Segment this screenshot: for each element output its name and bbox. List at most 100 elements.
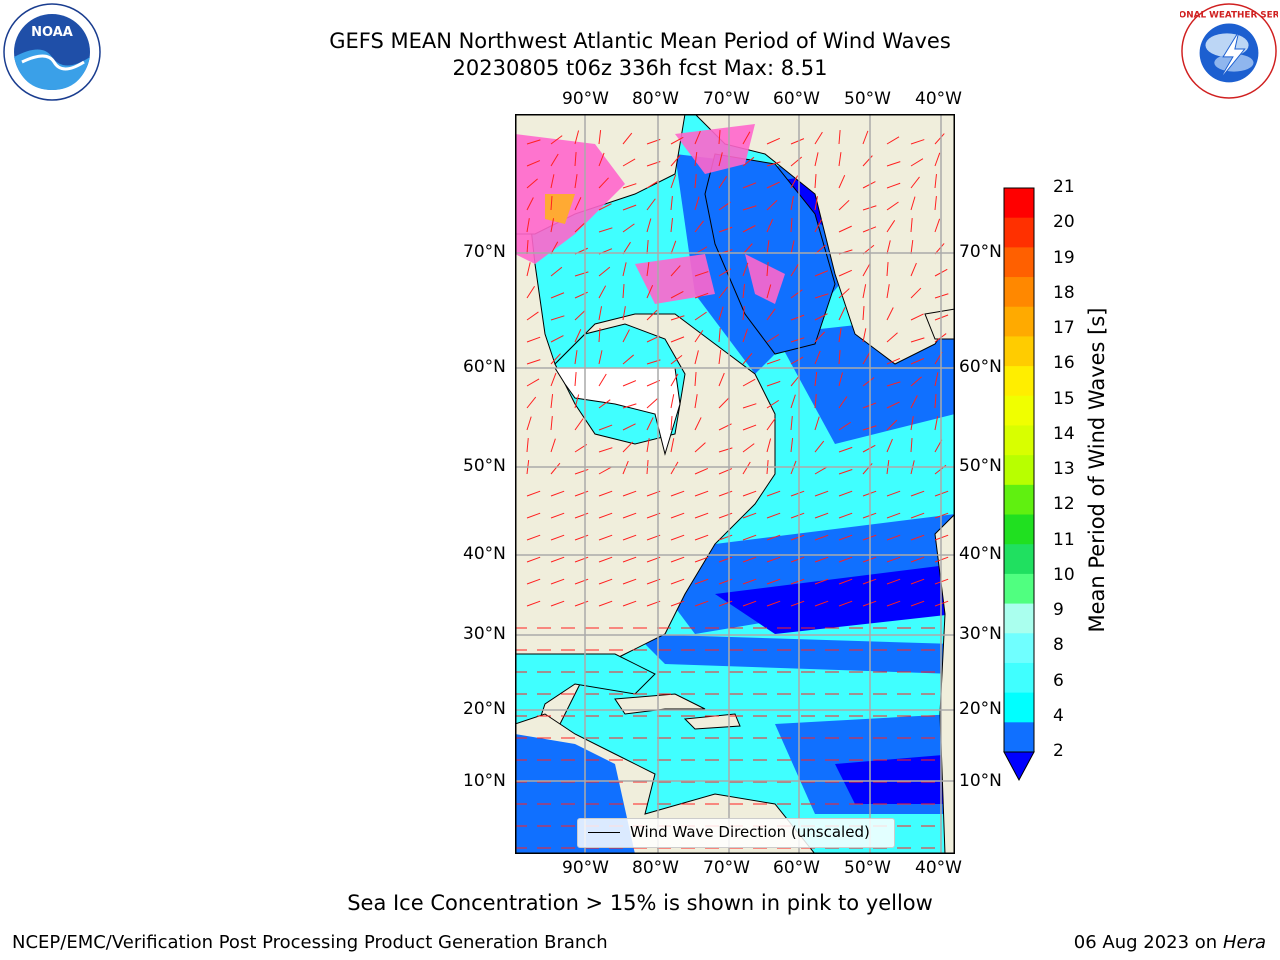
wave-arrow xyxy=(526,197,534,211)
wave-arrow xyxy=(838,288,850,299)
wave-arrow xyxy=(742,600,757,607)
wave-arrow xyxy=(550,174,555,189)
wave-arrow xyxy=(550,578,565,585)
wave-arrow xyxy=(910,158,924,167)
colorbar-extend-arrow xyxy=(1003,751,1035,782)
wave-arrow xyxy=(910,556,925,563)
land-greenland xyxy=(694,114,955,365)
wave-arrow xyxy=(526,359,541,365)
wave-arrow xyxy=(622,380,637,387)
wave-arrow xyxy=(646,262,650,277)
colorbar-tick-label: 8 xyxy=(1053,635,1064,656)
wave-arrow xyxy=(574,578,589,585)
sea-ice xyxy=(745,254,785,304)
colorbar-label: Mean Period of Wind Waves [s] xyxy=(1085,307,1109,633)
wave-arrow xyxy=(622,534,637,541)
wave-arrow xyxy=(910,416,914,431)
wave-arrow xyxy=(934,372,939,387)
wave-arrow xyxy=(790,534,805,541)
wave-arrow xyxy=(886,438,893,453)
wave-arrow xyxy=(910,512,925,519)
wave-arrow xyxy=(670,155,681,167)
wave-arrow xyxy=(622,512,637,519)
wave-arrow xyxy=(718,306,724,321)
wave-arrow xyxy=(886,600,901,607)
wave-arrow xyxy=(646,198,656,211)
colorbar-segment xyxy=(1004,395,1034,426)
wave-arrow xyxy=(718,226,733,233)
wave-arrow xyxy=(790,314,805,321)
wave-arrow xyxy=(670,290,684,299)
wave-arrow xyxy=(934,174,937,189)
lon-label-top: 50°W xyxy=(844,89,891,109)
wave-arrow xyxy=(670,600,685,607)
wave-arrow xyxy=(550,394,554,409)
colorbar-frame xyxy=(1003,187,1035,753)
wave-arrow xyxy=(574,512,589,519)
wave-arrow xyxy=(766,358,781,365)
baffin-bay xyxy=(704,153,836,355)
wave-arrow xyxy=(574,174,578,189)
wave-arrow xyxy=(526,285,536,299)
wave-arrow xyxy=(598,600,613,607)
chart-title: GEFS MEAN Northwest Atlantic Mean Period… xyxy=(329,29,951,53)
wave-arrow xyxy=(574,310,586,321)
wave-arrow xyxy=(814,466,828,475)
colorbar-tick-label: 14 xyxy=(1053,423,1075,444)
colorbar-segment xyxy=(1004,484,1034,516)
lat-label-right: 20°N xyxy=(959,699,1002,719)
wave-arrow xyxy=(718,512,733,519)
lat-label-right: 30°N xyxy=(959,624,1002,644)
chart-subtitle: 20230805 t06z 336h fcst Max: 8.51 xyxy=(452,56,828,80)
wave-arrow xyxy=(790,196,794,211)
wave-arrow xyxy=(646,284,654,299)
land-iceland xyxy=(924,308,955,340)
lat-label-right: 70°N xyxy=(959,242,1002,262)
wave-arrow xyxy=(814,394,817,409)
wave-arrow xyxy=(574,556,589,563)
wave-arrow xyxy=(622,423,636,431)
wave-arrow xyxy=(670,556,685,563)
wave-arrow xyxy=(574,152,577,167)
lon-label-bottom: 80°W xyxy=(632,858,679,878)
wave-arrow xyxy=(838,350,841,365)
colorbar xyxy=(1003,187,1035,782)
wave-arrow xyxy=(694,512,709,519)
legend-label: Wind Wave Direction (unscaled) xyxy=(630,823,870,841)
wave-arrow xyxy=(550,372,557,387)
wave-arrow xyxy=(526,534,541,541)
colorbar-segment xyxy=(1004,188,1034,219)
colorbar-segment xyxy=(1004,544,1034,575)
wave-arrow xyxy=(790,578,805,585)
wave-arrow xyxy=(694,311,707,321)
wave-arrow xyxy=(694,271,709,277)
wave-arrow xyxy=(550,534,565,541)
wave-arrow xyxy=(838,534,853,541)
colorbar-segment xyxy=(1004,722,1034,753)
wave-arrow xyxy=(742,262,749,277)
wave-arrow xyxy=(766,161,781,167)
wave-arrow xyxy=(670,174,677,189)
lat-label-right: 60°N xyxy=(959,357,1002,377)
wave-arrow xyxy=(910,240,914,255)
wave-arrow xyxy=(694,490,709,497)
lon-label-top: 70°W xyxy=(703,89,750,109)
wave-arrow xyxy=(790,138,805,145)
wave-arrow xyxy=(742,556,757,563)
wave-arrow xyxy=(694,330,704,343)
wave-arrow xyxy=(766,512,781,519)
sea-ice xyxy=(635,254,715,304)
wave-arrow xyxy=(670,415,673,431)
wave-arrow xyxy=(910,534,925,541)
colorbar-tick-label: 18 xyxy=(1053,282,1075,303)
wave-arrow xyxy=(766,308,776,321)
wave-arrow xyxy=(790,394,796,409)
wave-arrow xyxy=(790,416,793,431)
wave-arrow xyxy=(838,130,841,145)
wave-arrow xyxy=(598,177,609,189)
wave-arrow xyxy=(742,328,748,343)
colorbar-segment xyxy=(1004,514,1034,545)
lat-label-left: 40°N xyxy=(463,544,506,564)
wave-arrow xyxy=(790,438,794,453)
wave-arrow xyxy=(550,490,565,497)
